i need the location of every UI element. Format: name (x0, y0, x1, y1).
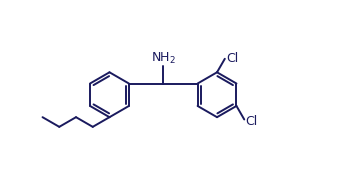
Text: NH$_2$: NH$_2$ (151, 51, 176, 66)
Text: Cl: Cl (226, 52, 238, 65)
Text: Cl: Cl (245, 115, 257, 127)
